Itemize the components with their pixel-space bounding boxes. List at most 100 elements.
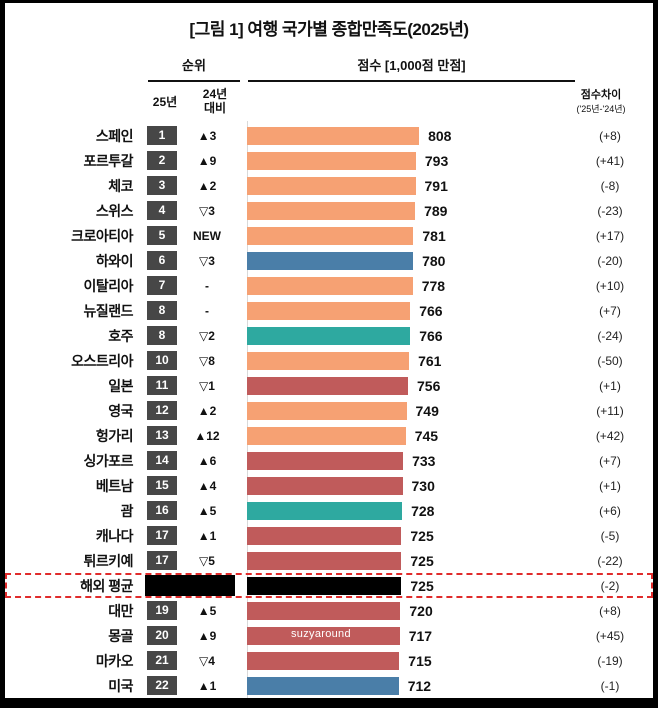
rank-badge: 10 bbox=[147, 351, 177, 370]
table-row: 캐나다 17 ▲1 725 (-5) bbox=[5, 523, 653, 548]
col-header-vs2024-line1: 24년 bbox=[202, 87, 228, 101]
country-label: 뉴질랜드 bbox=[83, 302, 133, 319]
table-row: 호주 8 ▽2 766 (-24) bbox=[5, 323, 653, 348]
country-label: 캐나다 bbox=[95, 527, 134, 544]
table-row: 이탈리아 7 - 778 (+10) bbox=[5, 273, 653, 298]
country-label: 싱가포르 bbox=[83, 452, 133, 469]
score-diff: (-24) bbox=[597, 328, 623, 343]
score-bar bbox=[247, 326, 411, 345]
rank-change: ▽1 bbox=[199, 378, 215, 393]
score-diff: (+8) bbox=[599, 603, 621, 618]
score-value: 780 bbox=[422, 252, 446, 269]
country-label: 괌 bbox=[120, 502, 134, 519]
score-bar bbox=[247, 576, 402, 595]
score-diff: (-50) bbox=[597, 353, 623, 368]
country-label: 몽골 bbox=[108, 627, 133, 644]
score-bar bbox=[247, 151, 416, 170]
rank-badge bbox=[145, 575, 235, 596]
country-label: 크로아티아 bbox=[71, 227, 133, 244]
rank-change: ▽3 bbox=[199, 203, 215, 218]
table-row: 체코 3 ▲2 791 (-8) bbox=[5, 173, 653, 198]
score-bar bbox=[247, 526, 402, 545]
score-header: 점수 [1,000점 만점] bbox=[248, 55, 575, 82]
score-bar bbox=[247, 251, 414, 270]
score-value: 730 bbox=[411, 477, 435, 494]
table-row: 하와이 6 ▽3 780 (-20) bbox=[5, 248, 653, 273]
bar-cell: 725 bbox=[235, 573, 567, 598]
rank-header: 순위 bbox=[148, 55, 240, 82]
rank-change: ▽8 bbox=[199, 353, 215, 368]
country-label: 하와이 bbox=[95, 252, 134, 269]
rank-change: ▲2 bbox=[197, 178, 217, 193]
score-diff: (+42) bbox=[595, 428, 625, 443]
rank-badge: 4 bbox=[147, 201, 177, 220]
score-diff: (+10) bbox=[595, 278, 625, 293]
score-bar bbox=[247, 226, 414, 245]
score-diff: (+45) bbox=[595, 628, 625, 643]
country-label: 체코 bbox=[108, 177, 133, 194]
rank-badge: 8 bbox=[147, 301, 177, 320]
country-label: 호주 bbox=[108, 327, 133, 344]
diff-header-sublabel: ('25년-'24년) bbox=[576, 103, 626, 114]
country-label: 베트남 bbox=[95, 477, 134, 494]
rank-badge: 17 bbox=[147, 526, 177, 545]
country-label: 스위스 bbox=[95, 202, 134, 219]
score-bar bbox=[247, 551, 402, 570]
rank-change: ▲9 bbox=[197, 628, 217, 643]
bar-cell: 720 bbox=[235, 598, 567, 623]
rank-change: ▽2 bbox=[199, 328, 215, 343]
country-label: 마카오 bbox=[95, 652, 134, 669]
score-value: 725 bbox=[410, 552, 434, 569]
score-diff: (-5) bbox=[600, 528, 620, 543]
score-value: 733 bbox=[412, 452, 436, 469]
rank-badge: 2 bbox=[147, 151, 177, 170]
score-diff: (-2) bbox=[600, 578, 620, 593]
country-label: 헝가리 bbox=[95, 427, 134, 444]
score-value: 717 bbox=[408, 627, 433, 644]
score-value: 745 bbox=[414, 427, 439, 444]
country-label: 해외 평균 bbox=[80, 577, 133, 594]
table-row: 튀르키예 17 ▽5 725 (-22) bbox=[5, 548, 653, 573]
score-diff: (+11) bbox=[596, 403, 624, 418]
score-bar bbox=[247, 651, 400, 670]
rank-badge: 21 bbox=[147, 651, 177, 670]
bar-cell: 791 bbox=[235, 173, 567, 198]
bar-cell: 793 bbox=[235, 148, 567, 173]
rank-change: ▲1 bbox=[197, 528, 217, 543]
col-header-vs2024: 24년 대비 bbox=[188, 87, 242, 116]
bar-cell: 725 bbox=[235, 523, 567, 548]
score-value: 749 bbox=[415, 402, 439, 419]
score-bar bbox=[247, 426, 406, 445]
country-label: 포르투갈 bbox=[83, 152, 133, 169]
score-bar bbox=[247, 276, 413, 295]
score-diff: (-22) bbox=[597, 553, 623, 568]
rank-change: ▽4 bbox=[199, 653, 215, 668]
score-value: 725 bbox=[410, 527, 434, 544]
score-bar bbox=[247, 376, 408, 395]
table-row: 몽골 20 ▲9 717 suzyaround (+45) bbox=[5, 623, 653, 648]
country-label: 오스트리아 bbox=[71, 352, 133, 369]
rank-change: ▲12 bbox=[194, 428, 220, 443]
score-bar bbox=[247, 351, 410, 370]
rank-badge: 3 bbox=[147, 176, 177, 195]
rank-change: ▲9 bbox=[197, 153, 217, 168]
table-row: 크로아티아 5 NEW 781 (+17) bbox=[5, 223, 653, 248]
bar-cell: 749 bbox=[235, 398, 567, 423]
table-row: 괌 16 ▲5 728 (+6) bbox=[5, 498, 653, 523]
table-row: 오스트리아 10 ▽8 761 (-50) bbox=[5, 348, 653, 373]
rank-badge: 16 bbox=[147, 501, 177, 520]
rank-change: - bbox=[205, 303, 209, 318]
bar-cell: 781 bbox=[235, 223, 567, 248]
score-diff: (+1) bbox=[599, 478, 621, 493]
bar-cell: 725 bbox=[235, 548, 567, 573]
score-value: 715 bbox=[408, 652, 432, 669]
score-bar bbox=[247, 676, 399, 695]
diff-header-label: 점수차이 bbox=[580, 89, 622, 101]
score-bar bbox=[247, 601, 401, 620]
score-value: 725 bbox=[410, 577, 434, 594]
score-bar bbox=[247, 176, 416, 195]
score-diff: (-1) bbox=[600, 678, 620, 693]
rank-badge: 6 bbox=[147, 251, 177, 270]
country-label: 튀르키예 bbox=[83, 552, 133, 569]
